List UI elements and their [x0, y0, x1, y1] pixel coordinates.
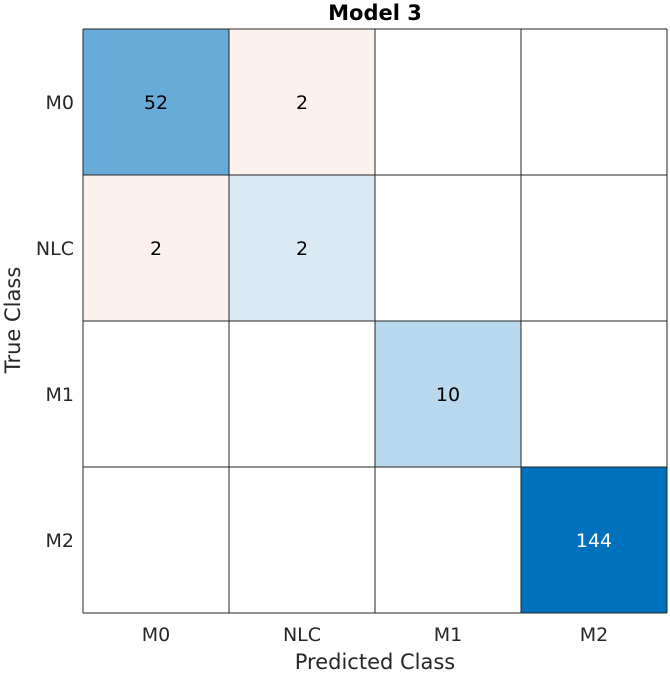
y-tick-label: M1: [46, 384, 74, 406]
matrix-cell-nlc-nlc: [229, 175, 375, 321]
matrix-cell-m1-m1: [375, 321, 521, 467]
x-tick-label: NLC: [283, 624, 321, 646]
matrix-cell-nlc-m0: [83, 175, 229, 321]
matrix-cell-m0-m0: [83, 29, 229, 175]
x-tick-label: M2: [580, 624, 608, 646]
matrix-cells: [83, 29, 667, 613]
matrix-cell-m2-m1: [375, 467, 521, 613]
y-tick-label: NLC: [36, 238, 74, 260]
cell-value-label: 144: [576, 530, 612, 552]
cell-value-label: 10: [436, 384, 460, 406]
chart-title: Model 3: [328, 1, 422, 25]
y-axis-label: True Class: [1, 267, 25, 375]
x-axis-label: Predicted Class: [295, 650, 456, 673]
cell-value-label: 2: [150, 238, 162, 260]
matrix-cell-m2-m0: [83, 467, 229, 613]
y-tick-labels: M0 NLC M1 M2: [36, 92, 74, 552]
matrix-cell-m0-m1: [375, 29, 521, 175]
matrix-cell-m0-nlc: [229, 29, 375, 175]
cell-value-labels: 52 2 2 2 10 144: [144, 92, 612, 552]
cell-value-label: 52: [144, 92, 168, 114]
matrix-cell-nlc-m1: [375, 175, 521, 321]
x-tick-label: M0: [142, 624, 170, 646]
cell-value-label: 2: [296, 238, 308, 260]
matrix-cell-m2-m2: [521, 467, 667, 613]
matrix-cell-m1-m0: [83, 321, 229, 467]
matrix-cell-m1-m2: [521, 321, 667, 467]
matrix-grid: [82, 28, 668, 614]
matrix-cell-m2-nlc: [229, 467, 375, 613]
matrix-cell-m1-nlc: [229, 321, 375, 467]
matrix-cell-m0-m2: [521, 29, 667, 175]
x-tick-labels: M0 NLC M1 M2: [142, 624, 608, 646]
y-tick-label: M0: [46, 92, 74, 114]
cell-value-label: 2: [296, 92, 308, 114]
y-tick-label: M2: [46, 530, 74, 552]
matrix-cell-nlc-m2: [521, 175, 667, 321]
x-tick-label: M1: [434, 624, 462, 646]
